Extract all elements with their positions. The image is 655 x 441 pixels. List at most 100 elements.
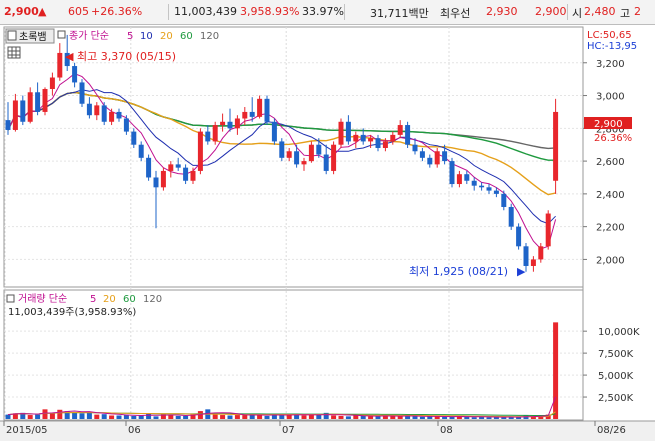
volume-bar — [175, 415, 181, 419]
volume-bar — [523, 415, 529, 419]
volume-bar — [190, 414, 196, 419]
candle-body — [146, 157, 152, 178]
candle-body — [553, 111, 559, 181]
candle-body — [390, 134, 396, 142]
volume-bar — [160, 414, 166, 419]
indicator-settings-icon[interactable] — [57, 30, 66, 39]
window-icon — [7, 30, 17, 41]
open-label: 시 — [572, 7, 583, 20]
volume-tick-label: 10,000K — [598, 327, 640, 338]
volume-bar — [301, 415, 307, 419]
candle-body — [57, 52, 63, 78]
volume-settings-icon[interactable] — [6, 294, 15, 303]
candle-body — [323, 154, 329, 171]
volume-bar — [249, 414, 255, 419]
volume-bar — [464, 416, 470, 419]
volume-readout: 11,003,439주(3,958.93%) — [8, 307, 136, 318]
candle-body — [427, 157, 433, 165]
price-change: 605 — [68, 5, 89, 18]
candle-body — [382, 141, 388, 148]
price-tick-label: 2,600 — [596, 157, 625, 168]
candle-body — [160, 170, 166, 188]
candle-body — [94, 105, 100, 116]
candle-body — [168, 164, 174, 171]
candle-body — [434, 151, 440, 165]
candle-body — [449, 161, 455, 185]
price-indicator-label: 종가 단순 — [69, 30, 109, 42]
stock-name-tab[interactable] — [5, 28, 55, 44]
candle-body — [279, 141, 285, 158]
volume-bar — [101, 414, 107, 419]
candle-body — [12, 100, 18, 130]
volume-bar — [183, 415, 189, 419]
candle-body — [116, 111, 122, 119]
volume-bar — [27, 415, 33, 419]
candle-body — [27, 92, 33, 122]
volume-bar — [153, 416, 159, 419]
candle-body — [220, 121, 226, 126]
current-price-tag-text: 2,900 — [594, 119, 623, 130]
candle-body — [331, 144, 337, 171]
high-label: 고 — [620, 7, 631, 20]
candle-body — [123, 118, 129, 132]
candle-body — [456, 174, 462, 185]
volume-bar — [412, 416, 418, 419]
volume-bar — [57, 409, 63, 419]
volume-bar — [5, 414, 11, 419]
volume-bar — [308, 415, 314, 419]
ma5-label: 5 — [127, 31, 133, 42]
high-arrow-icon: ◀ — [65, 50, 74, 63]
candle-body — [353, 134, 359, 142]
candle-body — [338, 121, 344, 145]
candle-body — [405, 125, 411, 145]
high-price: 2 — [634, 5, 641, 18]
candle-body — [368, 138, 374, 142]
candle-body — [227, 121, 233, 129]
volume-bar — [49, 412, 55, 419]
candle-body — [294, 151, 300, 165]
volume-bar — [397, 416, 403, 419]
volume-bar — [79, 413, 85, 419]
volume-bar — [12, 413, 18, 419]
up-arrow-icon: ▲ — [38, 5, 47, 18]
current-price: 2,900 — [4, 5, 39, 18]
candle-body — [308, 144, 314, 162]
candle-body — [464, 174, 470, 181]
volume-bar — [227, 415, 233, 419]
vol-ma20-label: 20 — [103, 294, 116, 305]
candle-body — [101, 105, 107, 122]
candle-body — [486, 187, 492, 191]
candle-body — [5, 120, 11, 130]
volume-bar — [331, 415, 337, 419]
volume-bar — [479, 416, 485, 419]
price-tick-label: 2,200 — [596, 223, 625, 234]
candle-body — [530, 259, 536, 266]
x-tick-label: 06 — [128, 425, 141, 436]
hc-label: HC:-13,95 — [587, 41, 637, 52]
candle-body — [86, 103, 92, 116]
candle-body — [72, 66, 78, 83]
ma10-label: 10 — [140, 31, 153, 42]
volume-bar — [456, 416, 462, 419]
candle-body — [286, 151, 292, 158]
candle-body — [131, 131, 137, 145]
current-pct-tag: 26.36% — [594, 133, 632, 144]
price-panel — [3, 26, 584, 288]
volume-bar — [234, 415, 240, 419]
volume-bar — [323, 412, 329, 419]
volume-bar — [72, 411, 78, 419]
volume-tick-label: 7,500K — [598, 349, 634, 360]
ma120-label: 120 — [200, 31, 219, 42]
price-tick-label: 2,800 — [596, 124, 625, 135]
volume-bar — [516, 417, 522, 419]
candle-body — [249, 111, 255, 117]
volume-bar — [538, 415, 544, 419]
stock-name: 초록뱀 — [19, 31, 47, 43]
candle-body — [79, 82, 85, 104]
volume-bar — [338, 415, 344, 419]
candle-body — [242, 111, 248, 119]
chart-canvas: 초록뱀 종가 단순 5 10 20 60 120 LC:50,65 HC:-13… — [0, 26, 655, 441]
grid-toggle-icon[interactable] — [7, 46, 21, 59]
price-tick-label: 2,000 — [596, 255, 625, 266]
